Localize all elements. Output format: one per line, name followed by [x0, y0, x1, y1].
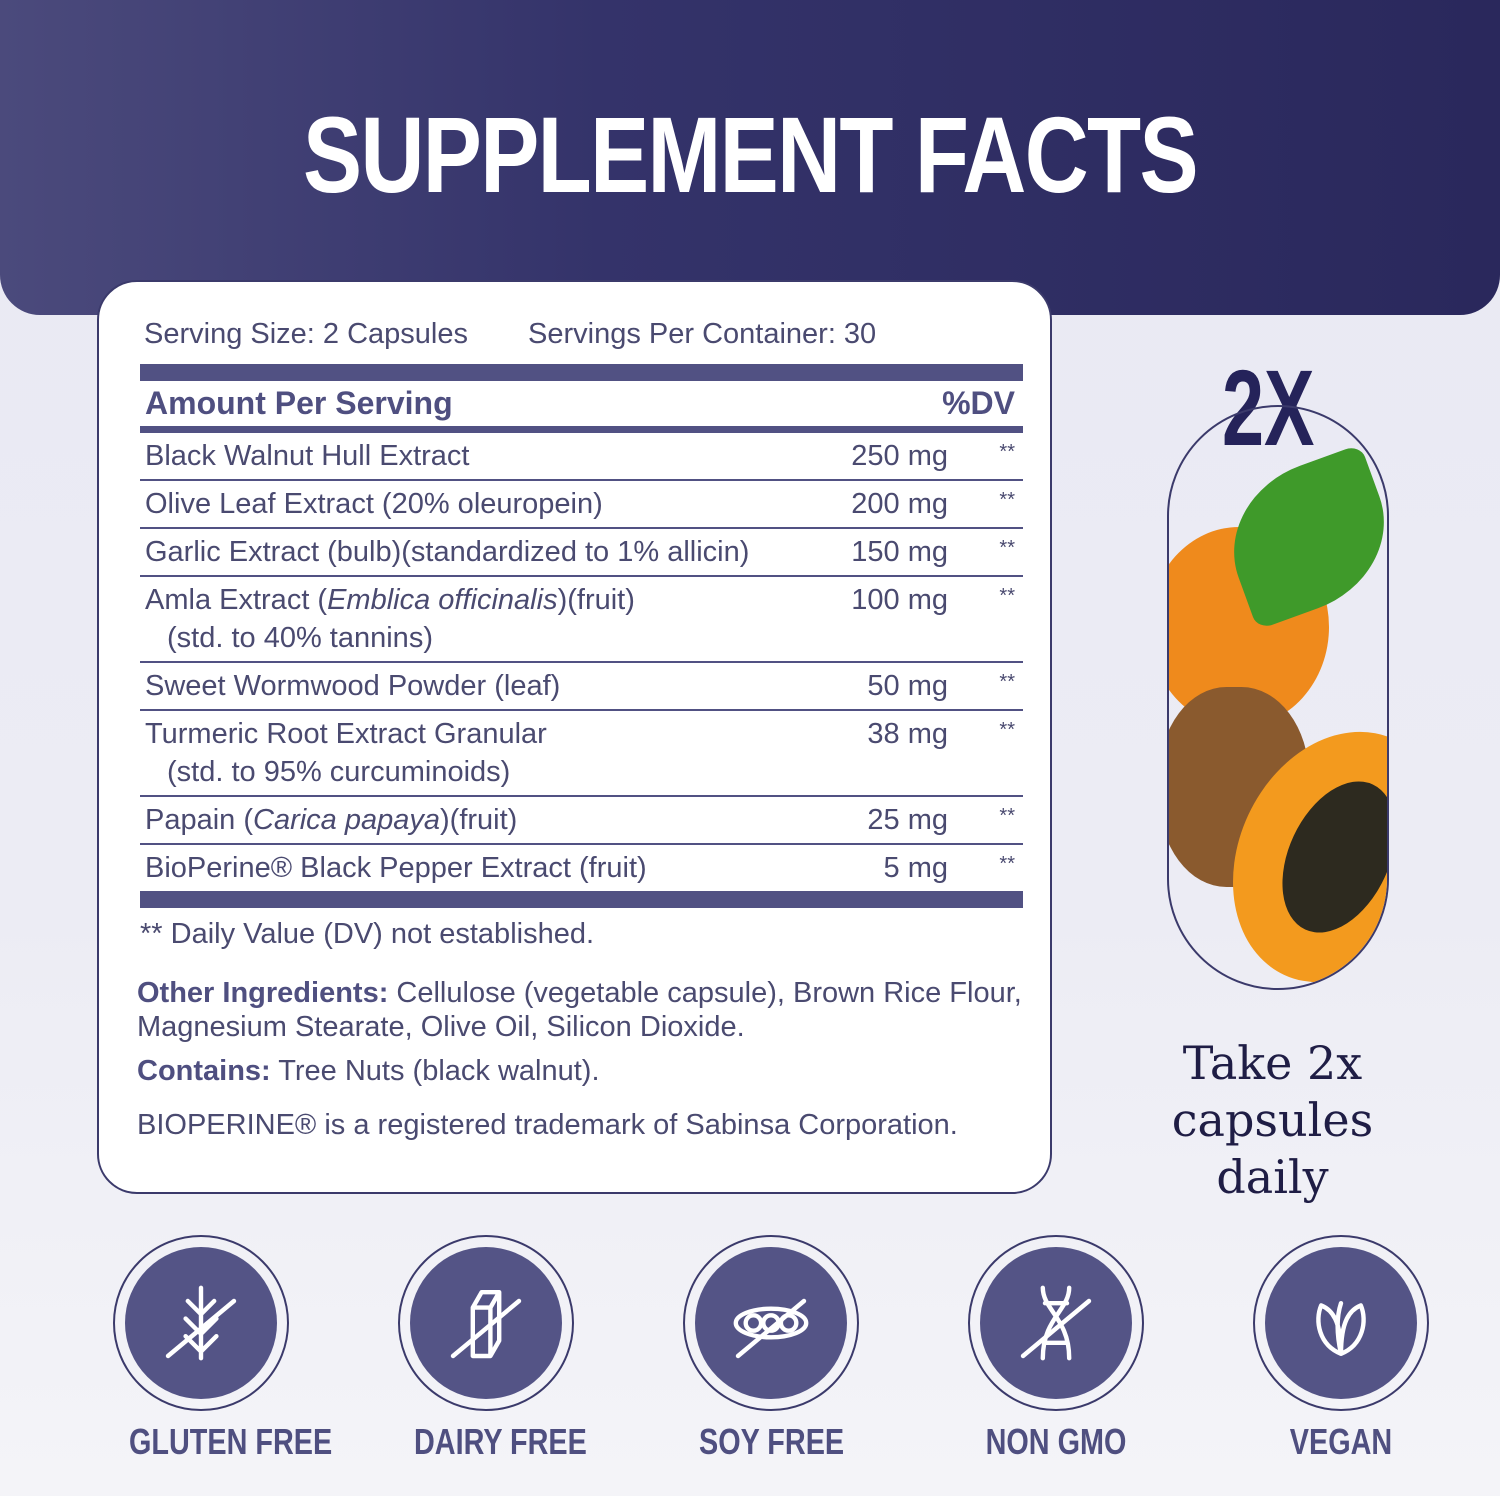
badge-label: NON GMO [985, 1421, 1127, 1462]
ingredient-amount: 250 mg [851, 440, 948, 472]
ingredient-name: Olive Leaf Extract (20% oleuropein) [145, 488, 603, 520]
ingredient-dv: ** [999, 671, 1015, 693]
table-header: Amount Per Serving %DV [140, 381, 1023, 426]
ingredient-name: Black Walnut Hull Extract [145, 440, 470, 472]
ingredient-dv: ** [999, 719, 1015, 741]
ingredient-name: Garlic Extract (bulb)(standardized to 1%… [145, 536, 750, 568]
dosage-instruction: Take 2x capsules daily [1171, 1036, 1374, 1204]
serving-info: Serving Size: 2 Capsules Servings Per Co… [140, 318, 1020, 364]
badge-gluten-free: GLUTEN FREE [111, 1235, 333, 1463]
supplement-facts-panel: Serving Size: 2 Capsules Servings Per Co… [97, 280, 1052, 1194]
dna-crossed-icon [1020, 1285, 1092, 1361]
page-title: SUPPLEMENT FACTS [303, 94, 1199, 215]
contains-text: Tree Nuts (black walnut). [270, 1055, 600, 1087]
soybean-crossed-icon [733, 1298, 809, 1359]
ingredient-name: Papain (Carica papaya)(fruit) [145, 804, 518, 836]
ingredient-name: Sweet Wormwood Powder (leaf) [145, 670, 561, 702]
dv-header: %DV [942, 385, 1015, 421]
header-banner: SUPPLEMENT FACTS [0, 0, 1500, 315]
table-row: Black Walnut Hull Extract 250 mg ** [140, 433, 1023, 481]
contains: Contains: Tree Nuts (black walnut). [137, 1054, 1022, 1088]
wheat-crossed-icon [165, 1285, 237, 1361]
ingredient-dv: ** [999, 585, 1015, 607]
amount-header: Amount Per Serving [145, 385, 453, 421]
table-row: BioPerine® Black Pepper Extract (fruit) 5… [140, 845, 1023, 891]
badge-label: SOY FREE [699, 1421, 845, 1462]
badge-disc [1265, 1247, 1417, 1399]
table-row: Papain (Carica papaya)(fruit) 25 mg ** [140, 797, 1023, 845]
badge-non-gmo: NON GMO [966, 1235, 1146, 1463]
table-row: Turmeric Root Extract Granular (std. to 9… [140, 711, 1023, 797]
facts-table: Amount Per Serving %DV Black Walnut Hull… [140, 364, 1023, 908]
divider-thick [140, 364, 1023, 381]
ingredient-amount: 5 mg [883, 852, 948, 884]
ingredient-amount: 38 mg [867, 718, 948, 750]
ingredient-dv: ** [999, 537, 1015, 559]
table-row: Olive Leaf Extract (20% oleuropein) 200 m… [140, 481, 1023, 529]
servings-per-container: Servings Per Container: 30 [528, 318, 877, 350]
badge-disc [410, 1247, 562, 1399]
ingredient-amount: 150 mg [851, 536, 948, 568]
divider [140, 426, 1023, 433]
serving-size: Serving Size: 2 Capsules [144, 318, 468, 350]
ingredient-dv: ** [999, 805, 1015, 827]
leaf-icon [1316, 1301, 1366, 1356]
badge-ring [398, 1235, 574, 1411]
trademark-note: BIOPERINE® is a registered trademark of … [137, 1109, 958, 1141]
ingredient-amount: 200 mg [851, 488, 948, 520]
badge-label: DAIRY FREE [414, 1421, 587, 1462]
milk-carton-crossed-icon [450, 1290, 522, 1359]
other-ingredients: Other Ingredients: Cellulose (vegetable … [137, 976, 1022, 1044]
ingredient-dv: ** [999, 441, 1015, 463]
badge-ring [113, 1235, 289, 1411]
badge-vegan: VEGAN [1251, 1235, 1431, 1463]
badge-ring [683, 1235, 859, 1411]
ingredients-capsule-image [1167, 405, 1389, 990]
ingredient-amount: 50 mg [867, 670, 948, 702]
table-row: Garlic Extract (bulb)(standardized to 1%… [140, 529, 1023, 577]
badge-label: VEGAN [1289, 1421, 1393, 1462]
papaya-seeds [1259, 763, 1387, 951]
contains-label: Contains: [137, 1055, 271, 1087]
ingredient-amount: 25 mg [867, 804, 948, 836]
table-row: Sweet Wormwood Powder (leaf) 50 mg ** [140, 663, 1023, 711]
other-text: Cellulose (vegetable capsule), Brown Ric… [137, 977, 1022, 1043]
badge-soy-free: SOY FREE [681, 1235, 861, 1463]
ingredient-name: BioPerine® Black Pepper Extract (fruit) [145, 852, 647, 884]
badge-disc [125, 1247, 277, 1399]
other-label: Other Ingredients: [137, 977, 389, 1009]
dv-footnote: ** Daily Value (DV) not established. [140, 918, 595, 950]
badge-dairy-free: DAIRY FREE [396, 1235, 587, 1463]
ingredient-dv: ** [999, 853, 1015, 875]
badge-disc [695, 1247, 847, 1399]
table-row: Amla Extract (Emblica officinalis)(fruit… [140, 577, 1023, 663]
badge-ring [1253, 1235, 1429, 1411]
badge-disc [980, 1247, 1132, 1399]
badge-label: GLUTEN FREE [129, 1421, 333, 1462]
ingredient-name: Amla Extract (Emblica officinalis)(fruit… [145, 584, 635, 654]
ingredient-dv: ** [999, 489, 1015, 511]
badge-ring [968, 1235, 1144, 1411]
divider-thick [140, 891, 1023, 908]
ingredient-amount: 100 mg [851, 584, 948, 616]
ingredient-name: Turmeric Root Extract Granular (std. to 9… [145, 718, 547, 788]
